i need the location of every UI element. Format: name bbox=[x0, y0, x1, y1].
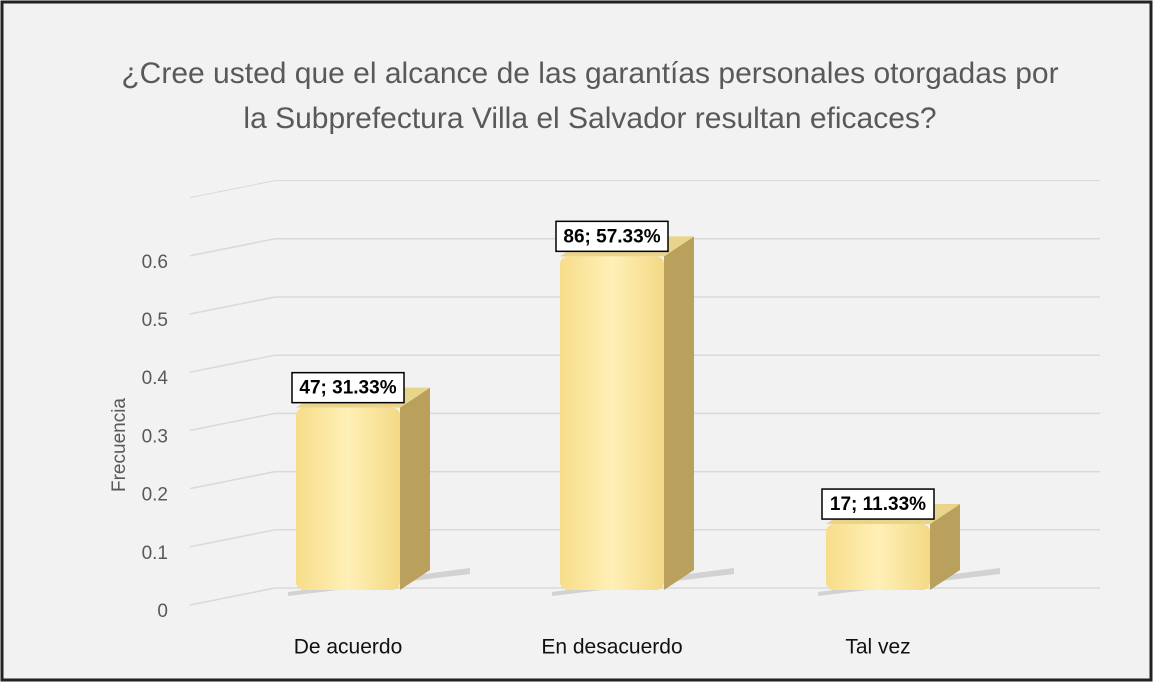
grid-line bbox=[189, 587, 276, 606]
bar-front bbox=[560, 256, 664, 590]
grid-line bbox=[189, 296, 276, 315]
grid-line bbox=[189, 470, 276, 490]
y-tick-label: 0 bbox=[157, 601, 168, 622]
value-label: 47; 31.33% bbox=[299, 378, 396, 399]
x-tick-label: De acuerdo bbox=[294, 636, 403, 659]
value-label-box bbox=[821, 488, 935, 520]
y-tick-label: 0.2 bbox=[142, 485, 168, 506]
value-label-box bbox=[291, 371, 405, 404]
value-label-box bbox=[555, 220, 669, 253]
chart-title: la Subprefectura Villa el Salvador resul… bbox=[243, 102, 936, 135]
bar-side bbox=[930, 504, 960, 590]
wall-edge bbox=[189, 180, 276, 199]
chart-title: ¿Cree usted que el alcance de las garant… bbox=[121, 57, 1058, 90]
y-axis-label: Frecuencia bbox=[109, 398, 130, 492]
y-tick-label: 0.4 bbox=[142, 368, 169, 389]
grid-line bbox=[189, 354, 276, 373]
y-tick-label: 0.1 bbox=[142, 543, 168, 564]
grid-line bbox=[189, 529, 276, 548]
y-tick-label: 0.5 bbox=[142, 310, 168, 331]
bar-front bbox=[296, 407, 400, 590]
value-label: 86; 57.33% bbox=[563, 226, 660, 247]
x-tick-label: En desacuerdo bbox=[541, 636, 682, 659]
grid-line bbox=[189, 238, 276, 257]
value-label: 17; 11.33% bbox=[830, 494, 926, 515]
y-tick-label: 0.6 bbox=[142, 252, 168, 273]
y-tick-label: 0.3 bbox=[142, 426, 168, 447]
grid-line bbox=[189, 412, 276, 432]
bar-front bbox=[826, 524, 930, 590]
bar-side bbox=[400, 387, 430, 590]
bar-side bbox=[664, 236, 694, 590]
x-tick-label: Tal vez bbox=[845, 636, 910, 659]
